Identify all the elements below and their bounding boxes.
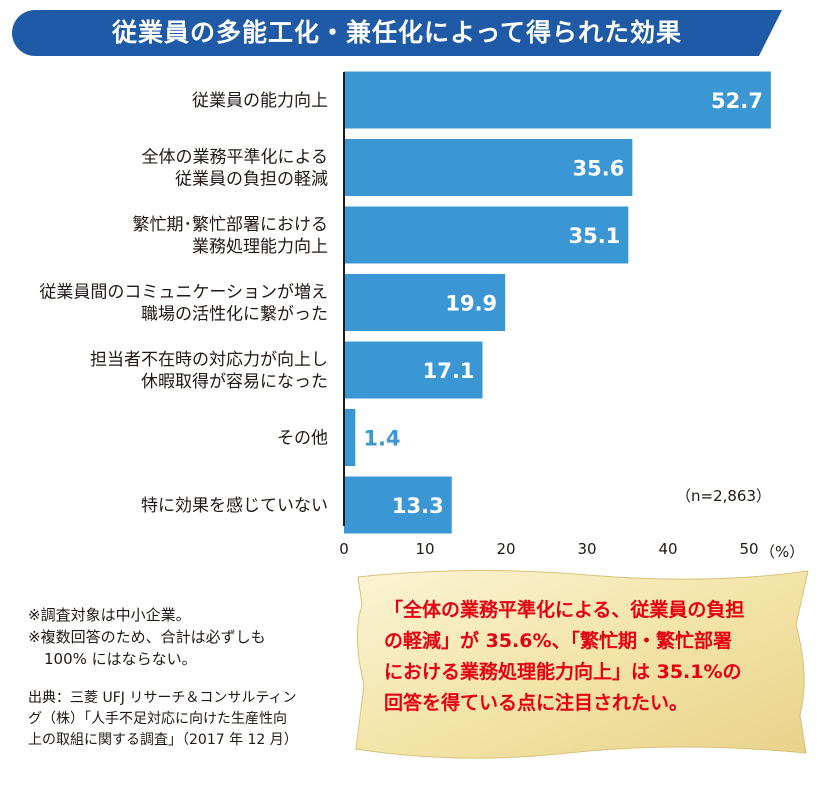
bar: [344, 341, 483, 399]
source-line: 上の取組に関する調査」（2017 年 12 月）: [28, 732, 298, 748]
bar-value-label: 52.7: [711, 89, 763, 113]
bar: [344, 274, 506, 331]
category-label: 業務処理能力向上: [192, 237, 328, 257]
source-citation: 出典：三菱 UFJ リサーチ＆コンサルティン グ（株）「人手不足対応に向けた生産…: [28, 688, 328, 751]
category-label: 従業員間のコミュニケーションが増え: [39, 283, 328, 303]
category-label: 全体の業務平準化による: [142, 148, 329, 168]
bar: [344, 139, 633, 196]
x-tick-label: 10: [415, 540, 434, 558]
callout-line: における業務処理能力向上」は 35.1%の: [384, 661, 742, 683]
x-tick-label: 50: [739, 540, 758, 558]
category-label: 担当者不在時の対応力が向上し: [90, 350, 328, 370]
source-line: 出典：三菱 UFJ リサーチ＆コンサルティン: [28, 690, 297, 706]
callout-line: 回答を得ている点に注目されたい。: [384, 692, 689, 714]
paper-scroll-shape: [355, 569, 809, 759]
category-label: 従業員の能力向上: [192, 91, 328, 111]
bar-value-label: 13.3: [392, 494, 444, 518]
x-tick-label: 30: [577, 540, 596, 558]
bar: [344, 476, 452, 534]
x-tick-label: 0: [339, 540, 349, 558]
category-label: 従業員の負担の軽減: [175, 170, 328, 190]
bar: [344, 409, 356, 466]
bar: [344, 71, 771, 129]
bar: [344, 206, 629, 264]
bar-value-label: 17.1: [423, 359, 475, 383]
footnote-line: ※複数回答のため、合計は必ずしも: [28, 628, 266, 646]
x-tick-label: 20: [496, 540, 515, 558]
footnote-line: ※調査対象は中小企業。: [28, 606, 191, 624]
sample-size-label: （n=2,863）: [676, 487, 772, 505]
bar-value-label: 35.6: [573, 157, 625, 181]
category-label: 特に効果を感じていない: [141, 496, 328, 516]
x-tick-label: 40: [658, 540, 677, 558]
unit-label: （%）: [760, 543, 805, 561]
category-label: 休暇取得が容易になった: [141, 372, 328, 392]
bar-value-label: 35.1: [568, 224, 620, 248]
title-banner: [12, 10, 782, 56]
callout-note: 「全体の業務平準化による、従業員の負担 の軽減」が 35.6%、「繁忙期・繁忙部…: [348, 565, 816, 760]
category-label: 繁忙期･繁忙部署における: [133, 215, 329, 235]
callout-line: の軽減」が 35.6%、「繁忙期・繁忙部署: [384, 630, 733, 652]
bar-value-label: 1.4: [363, 427, 400, 451]
bar-value-label: 19.9: [445, 292, 497, 316]
category-label: その他: [277, 429, 328, 449]
callout-text: 「全体の業務平準化による、従業員の負担 の軽減」が 35.6%、「繁忙期・繁忙部…: [384, 595, 784, 719]
callout-line: 「全体の業務平準化による、従業員の負担: [384, 599, 745, 621]
category-label: 職場の活性化に繋がった: [141, 305, 328, 325]
source-line: グ（株）「人手不足対応に向けた生産性向: [28, 711, 287, 727]
footnote-line: 100% にはならない。: [44, 650, 197, 668]
chart-title: 従業員の多能工化・兼任化によって得られた効果: [111, 18, 682, 47]
footnotes: ※調査対象は中小企業。 ※複数回答のため、合計は必ずしも 100% にはならない…: [28, 604, 328, 670]
